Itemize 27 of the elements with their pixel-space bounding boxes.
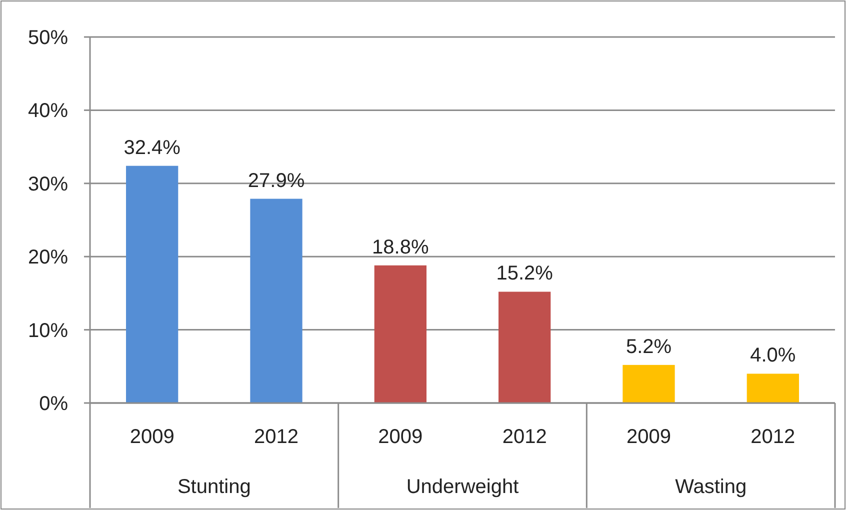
bar: [374, 265, 426, 403]
y-tick-label: 0%: [39, 393, 68, 415]
x-tick-label: 2009: [130, 426, 174, 448]
text: Underweight: [406, 476, 520, 498]
data-label: 5.2%: [626, 336, 672, 358]
x-tick-label: 2009: [378, 426, 423, 448]
x-tick-label: 2012: [254, 426, 298, 448]
x-tick-label: 2012: [502, 426, 547, 448]
data-label: 4.0%: [750, 344, 796, 367]
y-tick-label: 40%: [28, 100, 68, 122]
bar: [126, 166, 178, 403]
y-tick-label: 50%: [28, 27, 68, 49]
text: Wasting: [675, 476, 747, 498]
x-tick-label: 2009: [626, 426, 671, 448]
data-label: 15.2%: [496, 262, 554, 285]
bar: [746, 374, 799, 403]
bar: [250, 198, 302, 403]
data-label: 32.4%: [124, 136, 181, 159]
y-tick-label: 30%: [28, 173, 68, 196]
y-tick-label: 20%: [28, 246, 68, 269]
x-tick-label: 2012: [750, 426, 796, 448]
bar: [498, 292, 551, 403]
y-tick-label: 10%: [28, 320, 68, 342]
data-label: 27.9%: [248, 170, 305, 192]
text: Stunting: [177, 476, 251, 498]
bar: [622, 364, 675, 403]
data-label: 18.8%: [372, 236, 429, 258]
